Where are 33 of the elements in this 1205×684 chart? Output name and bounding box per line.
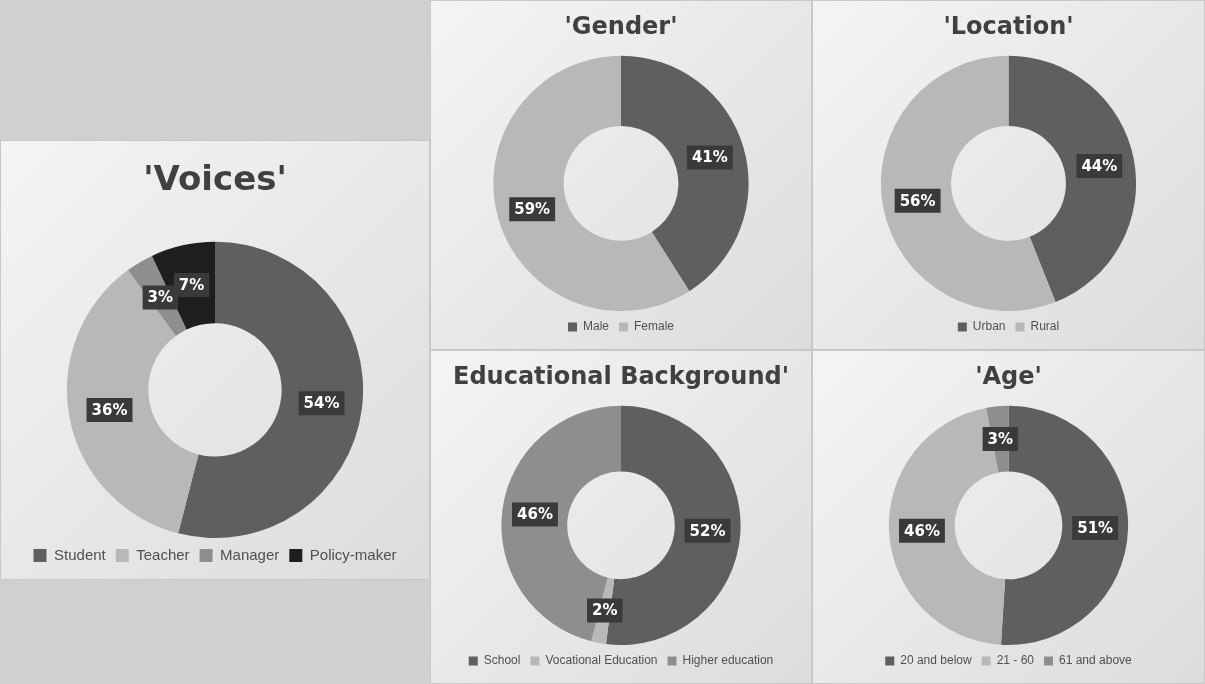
legend-label: Higher education xyxy=(682,653,774,668)
data-label: 3% xyxy=(987,429,1014,448)
data-label: 56% xyxy=(899,191,936,210)
chart-title: Educational Background' xyxy=(452,361,790,390)
data-label: 46% xyxy=(904,521,940,540)
legend-label: Policy-maker xyxy=(309,545,397,563)
chart-title: 'Gender' xyxy=(564,11,678,40)
data-label: 41% xyxy=(691,148,728,167)
legend-label: Manager xyxy=(220,545,280,563)
legend-label: Student xyxy=(54,545,107,563)
data-label: 2% xyxy=(592,601,618,620)
legend-label: 20 and below xyxy=(900,653,972,668)
legend-label: Urban xyxy=(972,319,1006,334)
legend-label: School xyxy=(483,653,521,668)
legend-label: 61 and above xyxy=(1059,653,1133,668)
data-label: 52% xyxy=(689,521,726,540)
data-label: 3% xyxy=(147,288,174,307)
data-label: 51% xyxy=(1077,519,1114,538)
data-label: 46% xyxy=(517,505,553,524)
legend-label: 21 - 60 xyxy=(996,653,1035,668)
data-label: 59% xyxy=(514,200,551,219)
data-label: 44% xyxy=(1081,156,1118,175)
data-label: 7% xyxy=(178,276,205,294)
chart-title: 'Location' xyxy=(943,11,1074,40)
data-label: 54% xyxy=(303,394,340,413)
legend-label: Vocational Education xyxy=(545,653,658,668)
legend-label: Rural xyxy=(1030,319,1060,334)
data-label: 36% xyxy=(91,400,128,419)
chart-title: 'Age' xyxy=(975,361,1042,390)
chart-title: 'Voices' xyxy=(143,158,287,199)
legend-label: Male xyxy=(582,319,610,334)
legend-label: Teacher xyxy=(136,545,190,563)
legend-label: Female xyxy=(634,319,675,334)
